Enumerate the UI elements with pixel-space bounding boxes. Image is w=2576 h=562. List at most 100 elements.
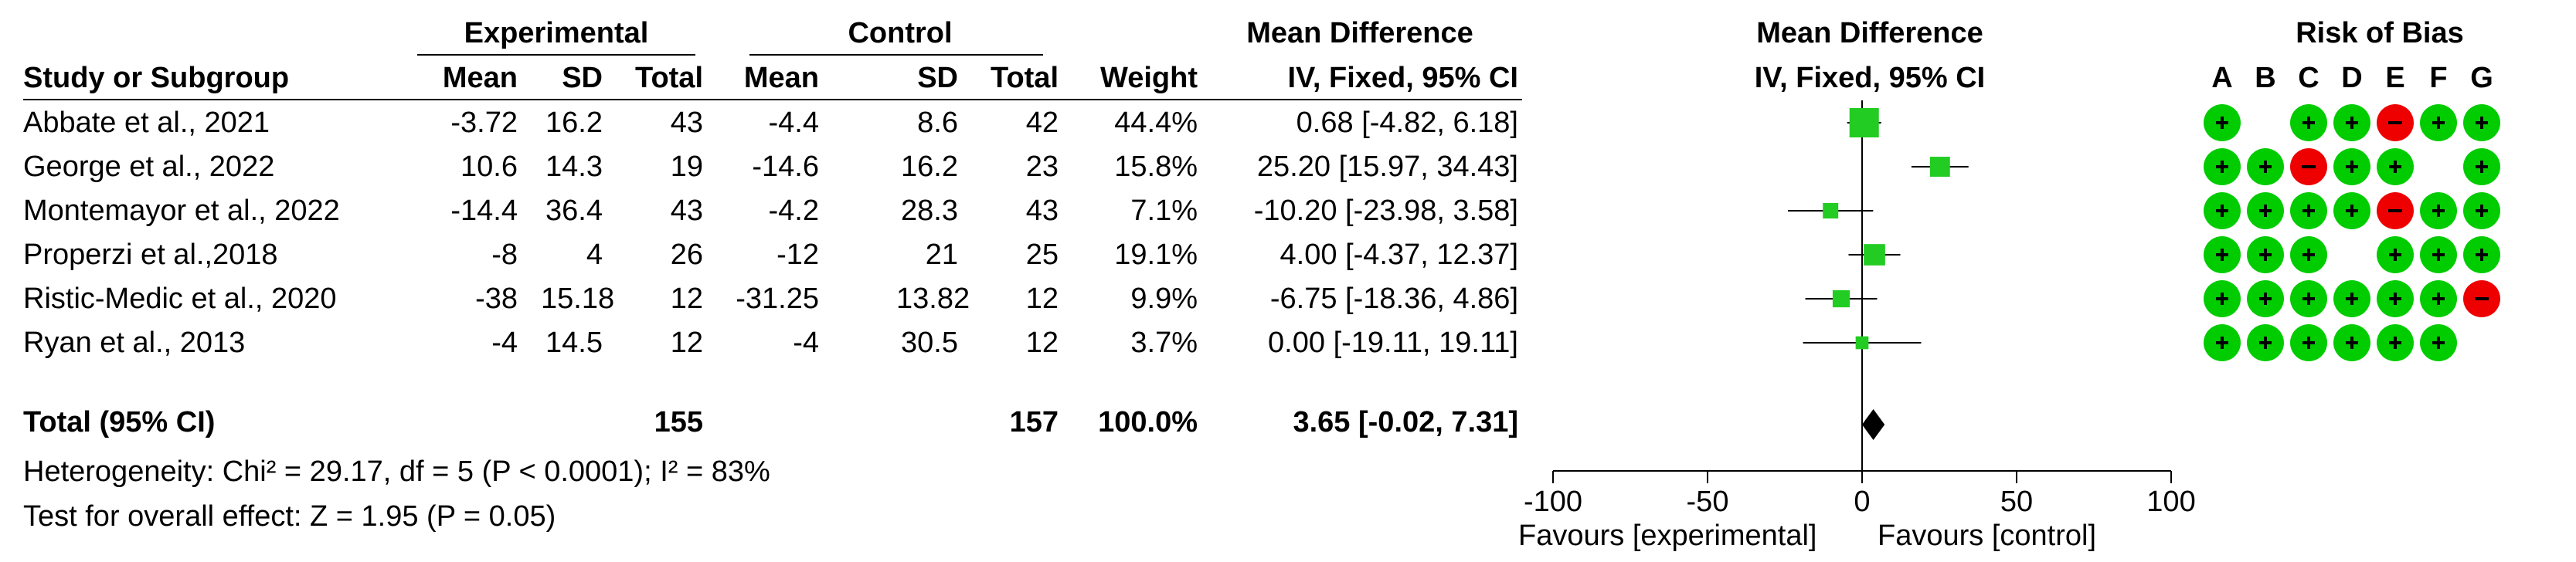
total-weight: 100.0%: [1098, 406, 1198, 438]
c-total: 23: [1025, 151, 1059, 183]
study-marker: [1929, 157, 1950, 177]
control-group-header: Control: [848, 17, 953, 49]
study-marker: [1823, 203, 1839, 218]
study-name: Properzi et al.,2018: [23, 239, 278, 271]
c-sd: 16.2: [901, 151, 958, 183]
weight-header: Weight: [1100, 62, 1198, 94]
study-marker: [1855, 336, 1869, 350]
weight: 9.9%: [1130, 283, 1198, 315]
total-c-total: 157: [1009, 406, 1059, 438]
c-mean: -14.6: [752, 151, 819, 183]
rob-domain-C: C: [2298, 62, 2319, 94]
study-name: Abbate et al., 2021: [23, 107, 270, 139]
favours-left-label: Favours [experimental]: [1518, 520, 1817, 552]
c-sd-header: SD: [917, 62, 958, 94]
e-total: 43: [670, 195, 703, 227]
control-underline: [749, 54, 1043, 56]
study-name: Ryan et al., 2013: [23, 327, 246, 359]
c-sd: 8.6: [917, 107, 958, 139]
md-text: 4.00 [-4.37, 12.37]: [1280, 239, 1518, 271]
e-sd: 16.2: [545, 107, 603, 139]
e-sd: 4: [586, 239, 603, 271]
weight: 19.1%: [1114, 239, 1198, 271]
e-total: 43: [670, 107, 703, 139]
e-mean: -3.72: [450, 107, 518, 139]
c-total-header: Total: [991, 62, 1059, 94]
c-sd: 21: [925, 239, 958, 271]
study-marker: [1864, 244, 1885, 266]
weight: 7.1%: [1130, 195, 1198, 227]
e-total: 12: [670, 283, 703, 315]
rob-domain-G: G: [2470, 62, 2493, 94]
summary-diamond: [1861, 409, 1885, 440]
weight: 15.8%: [1114, 151, 1198, 183]
c-total: 43: [1025, 195, 1059, 227]
e-mean-header: Mean: [442, 62, 518, 94]
md-text: 0.00 [-19.11, 19.11]: [1268, 327, 1518, 359]
rob-title: Risk of Bias: [2296, 17, 2464, 49]
e-mean: -14.4: [450, 195, 518, 227]
rob-domain-A: A: [2211, 62, 2233, 94]
c-mean: -31.25: [736, 283, 819, 315]
favours-right-label: Favours [control]: [1878, 520, 2096, 552]
c-mean-header: Mean: [743, 62, 819, 94]
c-total: 25: [1025, 239, 1059, 271]
c-mean: -12: [777, 239, 819, 271]
md-method-header: IV, Fixed, 95% CI: [1287, 62, 1518, 94]
study-name: Montemayor et al., 2022: [23, 195, 340, 227]
e-mean: -38: [475, 283, 518, 315]
rob-domain-E: E: [2385, 62, 2405, 94]
e-total: 19: [670, 151, 703, 183]
c-sd: 13.82: [896, 283, 970, 315]
md-text: 0.68 [-4.82, 6.18]: [1296, 107, 1518, 139]
e-sd: 15.18: [541, 283, 615, 315]
md-column-header: Mean Difference: [1246, 17, 1473, 49]
c-total: 12: [1025, 283, 1059, 315]
c-sd: 30.5: [901, 327, 958, 359]
header-underline: [23, 99, 1522, 100]
c-mean: -4: [793, 327, 819, 359]
c-mean: -4.4: [768, 107, 819, 139]
heterogeneity-text: Heterogeneity: Chi² = 29.17, df = 5 (P <…: [23, 455, 770, 488]
experimental-underline: [417, 54, 695, 56]
e-sd: 14.5: [545, 327, 603, 359]
md-text: -10.20 [-23.98, 3.58]: [1253, 195, 1518, 227]
plot-method-header: IV, Fixed, 95% CI: [1754, 62, 1986, 94]
e-sd: 14.3: [545, 151, 603, 183]
x-tick-label: 50: [2000, 486, 2033, 518]
e-total-header: Total: [635, 62, 703, 94]
c-sd: 28.3: [901, 195, 958, 227]
e-sd-header: SD: [562, 62, 603, 94]
experimental-group-header: Experimental: [464, 17, 649, 49]
md-text: -6.75 [-18.36, 4.86]: [1269, 283, 1518, 315]
plot-title: Mean Difference: [1756, 17, 1983, 49]
c-total: 42: [1025, 107, 1059, 139]
rob-domain-D: D: [2341, 62, 2363, 94]
md-text: 25.20 [15.97, 34.43]: [1256, 151, 1518, 183]
c-mean: -4.2: [768, 195, 819, 227]
x-tick-label: 0: [1854, 486, 1870, 518]
e-mean: -8: [491, 239, 518, 271]
study-marker: [1832, 289, 1850, 308]
e-mean: -4: [491, 327, 518, 359]
study-name: Ristic-Medic et al., 2020: [23, 283, 337, 315]
rob-domain-B: B: [2255, 62, 2276, 94]
overall-effect-text: Test for overall effect: Z = 1.95 (P = 0…: [23, 500, 556, 533]
x-tick-label: -50: [1687, 486, 1729, 518]
total-e-total: 155: [654, 406, 703, 438]
weight: 3.7%: [1130, 327, 1198, 359]
e-mean: 10.6: [460, 151, 518, 183]
x-tick-label: -100: [1524, 486, 1582, 518]
study-column-header: Study or Subgroup: [23, 62, 290, 94]
total-label: Total (95% CI): [23, 406, 216, 438]
e-total: 26: [670, 239, 703, 271]
c-total: 12: [1025, 327, 1059, 359]
e-total: 12: [670, 327, 703, 359]
study-marker: [1849, 108, 1879, 137]
total-md-text: 3.65 [-0.02, 7.31]: [1293, 406, 1518, 438]
rob-domain-F: F: [2429, 62, 2448, 94]
study-name: George et al., 2022: [23, 151, 275, 183]
x-tick-label: 100: [2146, 486, 2195, 518]
weight: 44.4%: [1114, 107, 1198, 139]
